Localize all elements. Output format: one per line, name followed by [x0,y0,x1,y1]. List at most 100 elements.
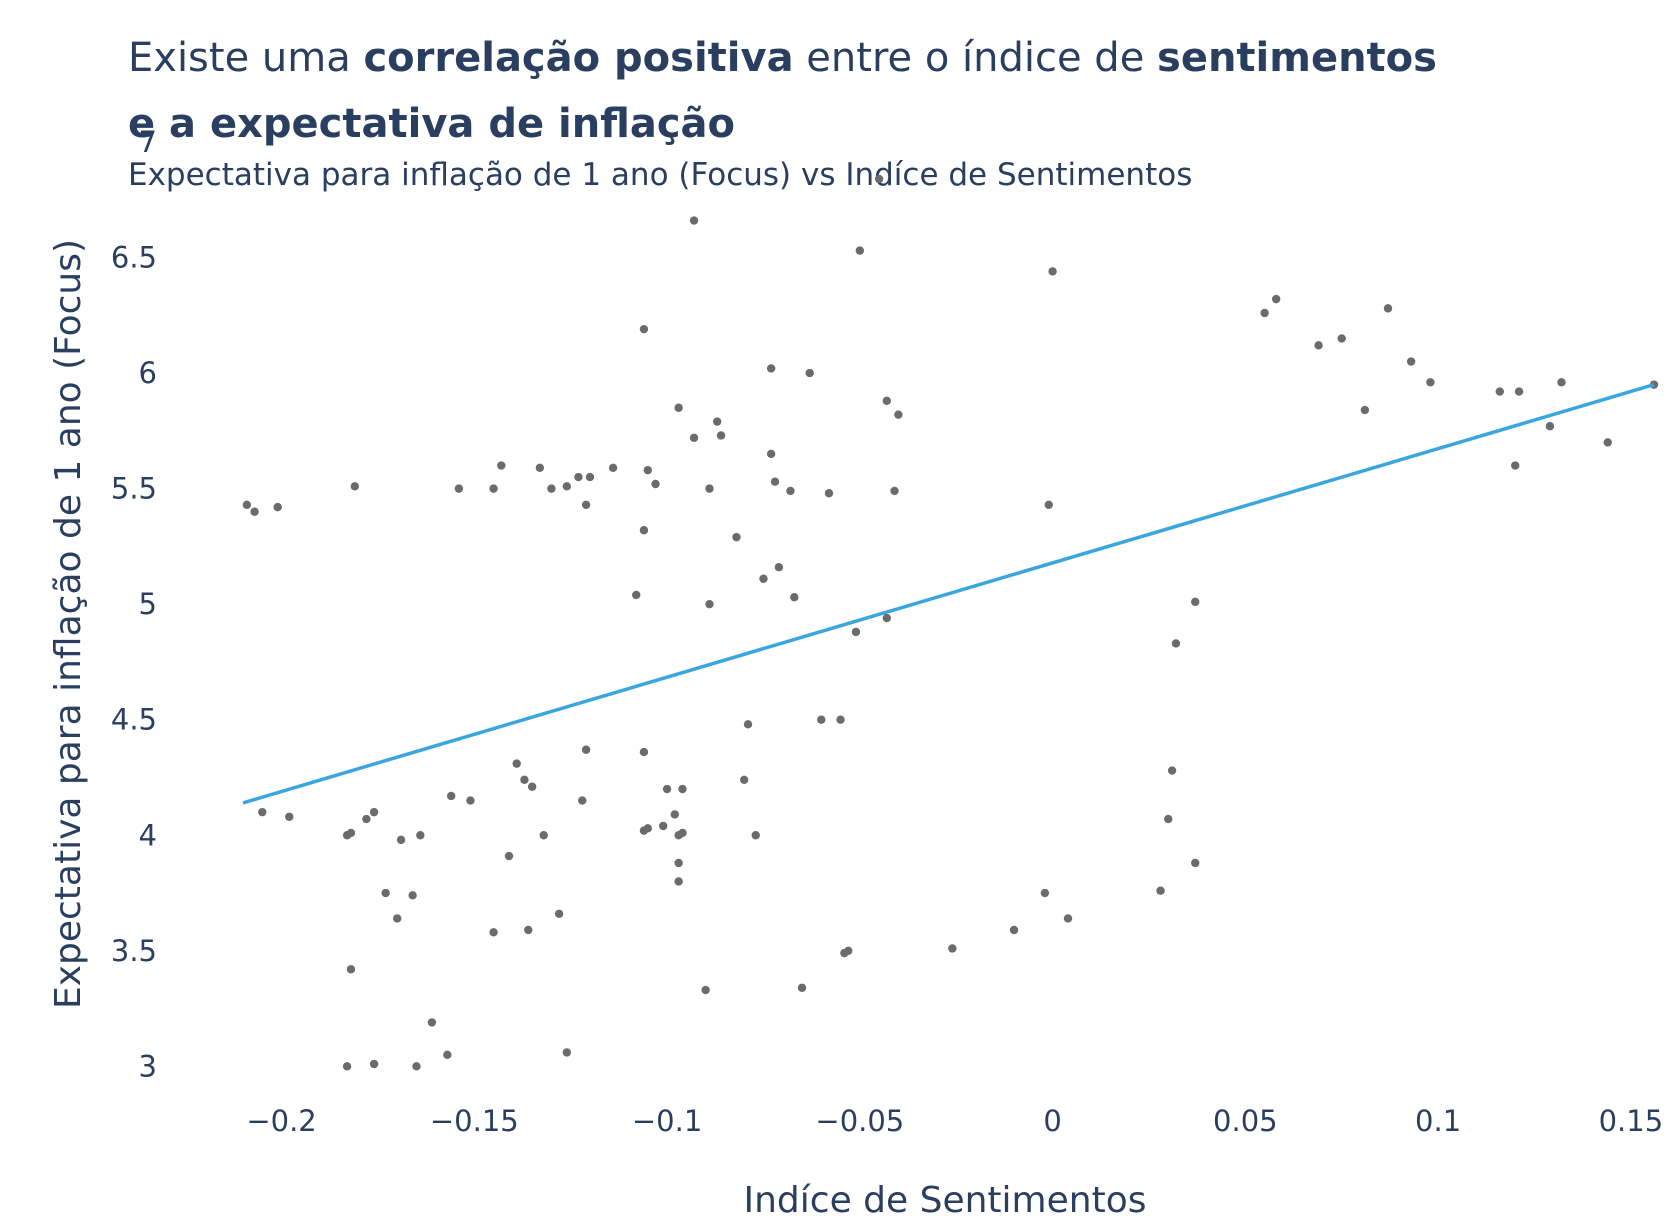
point [412,1062,421,1071]
point [443,1050,452,1059]
trend-line [242,382,1655,805]
title-segment: entre o índice de [794,35,1157,81]
chart-subtitle: Expectativa para inflação de 1 ano (Focu… [128,157,1192,193]
y-tick-label: 4.5 [111,703,157,737]
point [874,174,884,184]
point [539,831,548,840]
point [632,590,641,600]
y-tick-label: 5.5 [111,472,157,506]
point [454,484,464,493]
point [1040,888,1050,898]
point [1337,334,1346,343]
point [790,593,799,602]
point [844,946,853,955]
point [712,417,722,426]
x-tick-label: −0.05 [815,1104,904,1138]
y-tick-label: 6 [139,356,157,390]
point [342,1062,352,1071]
point [639,747,649,757]
point [285,812,294,821]
y-tick-label: 7 [139,125,157,159]
point [678,784,687,794]
point [890,486,899,496]
x-tick-label: −0.2 [246,1104,316,1138]
x-tick-label: 0.1 [1415,1104,1461,1138]
point [705,484,714,493]
point [851,627,861,637]
point [369,1059,379,1069]
point [751,831,760,840]
point [948,944,957,953]
point [766,364,776,373]
point [446,791,456,801]
point [1260,308,1269,318]
point [562,1048,572,1057]
point [258,807,267,817]
point [1314,341,1323,350]
point [489,928,498,937]
point [1426,378,1435,387]
point [1545,422,1555,431]
point [678,828,687,838]
point [1164,814,1173,824]
y-axis-title: Expectativa para inflação de 1 ano (Focu… [48,239,89,1009]
point [732,532,741,542]
point [512,759,521,768]
point [689,433,699,442]
chart-title: e a expectativa de inflação [128,101,735,147]
title-segment: e a expectativa de inflação [128,101,735,147]
point [1009,925,1019,935]
point [381,888,390,898]
point [797,983,807,992]
point [701,985,710,995]
point [1191,597,1200,607]
point [659,821,668,831]
point [562,482,572,491]
point [393,914,402,923]
point [242,500,252,510]
point [1511,461,1520,470]
point [1156,886,1165,895]
point [585,472,595,482]
point [674,858,683,868]
point [1048,267,1057,276]
point [1406,357,1416,366]
point [639,526,649,535]
point [770,477,780,486]
point [1191,858,1200,868]
point [805,368,814,378]
point [651,479,660,489]
point [743,720,753,729]
point [524,925,533,935]
point [705,599,714,609]
point [581,500,591,510]
point [766,449,776,459]
x-axis-title: Indíce de Sentimentos [744,1180,1147,1221]
point [369,807,379,817]
point [824,489,834,498]
point [535,463,545,473]
y-tick-label: 5 [139,587,157,621]
x-tick-label: −0.1 [632,1104,702,1138]
point [1271,294,1281,304]
point [362,814,371,824]
x-tick-label: 0.05 [1213,1104,1278,1138]
point [1495,387,1504,396]
point [504,851,514,861]
point [1557,378,1566,387]
point [416,831,425,840]
title-segment: correlação positiva [363,35,793,81]
point [574,472,583,482]
point [817,715,826,724]
point [774,562,784,572]
point [643,465,652,475]
point [520,775,529,784]
point [1171,639,1181,648]
point [1603,438,1612,447]
point [882,396,892,406]
point [1514,387,1524,396]
point [346,828,356,838]
point [674,877,683,886]
y-tick-label: 3 [139,1049,157,1083]
x-tick-label: −0.15 [430,1104,519,1138]
